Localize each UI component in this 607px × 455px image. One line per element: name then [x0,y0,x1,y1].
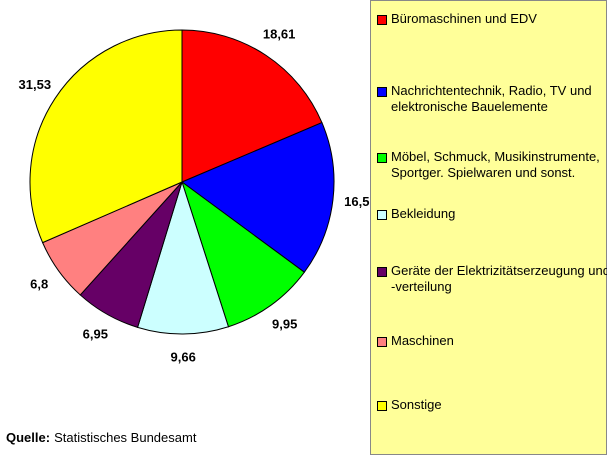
data-label: 31,53 [19,77,52,92]
legend-entry: Sonstige [377,397,607,413]
data-label: 16,5 [344,194,369,209]
legend-label: Nachrichtentechnik, Radio, TV und elektr… [391,83,592,114]
legend-entry: Geräte der Elektrizitätserzeugung und -v… [377,263,607,295]
legend-swatch [377,267,387,277]
legend-swatch [377,87,387,97]
legend-label: Büromaschinen und EDV [391,11,537,26]
legend-label: Bekleidung [391,206,456,221]
legend-swatch [377,15,387,25]
legend-entry: Möbel, Schmuck, Musikinstrumente, Sportg… [377,149,607,181]
pie-slice [181,180,306,328]
legend-label: Sonstige [391,397,442,412]
data-label: 6,8 [30,276,48,291]
pie-slice [136,180,230,335]
legend-swatch [377,401,387,411]
pie-slice [180,121,335,273]
legend: Büromaschinen und EDV Nachrichtentechnik,… [370,0,607,455]
legend-swatch [377,337,387,347]
legend-entry: Maschinen [377,333,607,349]
legend-entry: Büromaschinen und EDV [377,11,607,27]
legend-swatch [377,153,387,163]
pie-slice [29,29,183,244]
data-label: 9,95 [272,316,297,331]
legend-entry: Nachrichtentechnik, Radio, TV und elektr… [377,83,607,115]
legend-label: Möbel, Schmuck, Musikinstrumente, Sportg… [391,149,600,180]
pie-chart: 18,61 16,5 9,95 9,66 6,95 6,8 31,53 [19,27,370,365]
data-label: 18,61 [263,27,296,42]
pie-slice [181,29,323,183]
data-label: 6,95 [83,327,108,342]
legend-label: Geräte der Elektrizitätserzeugung und -v… [391,263,607,294]
data-label: 9,66 [171,349,196,364]
legend-entry: Bekleidung [377,206,607,222]
source-text: Statistisches Bundesamt [54,430,197,445]
source: Quelle: Statistisches Bundesamt [6,430,196,445]
legend-label: Maschinen [391,333,454,348]
legend-swatch [377,210,387,220]
source-label: Quelle: [6,430,51,445]
